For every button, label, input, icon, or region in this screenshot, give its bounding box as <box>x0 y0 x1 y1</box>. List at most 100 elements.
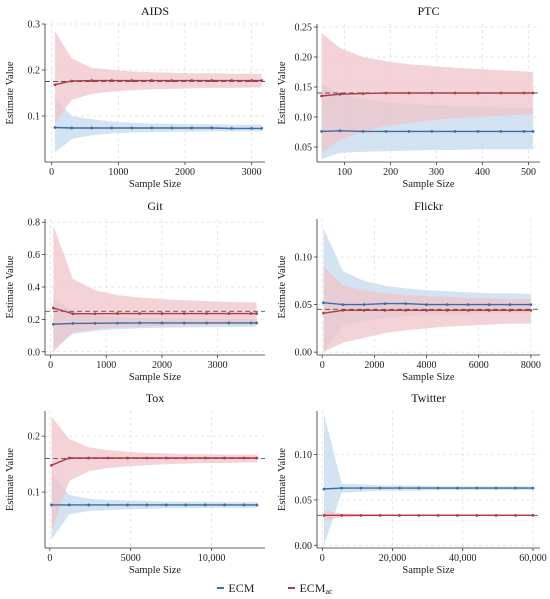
data-point-ecm-ac <box>145 456 149 460</box>
data-point-ecm <box>436 486 440 490</box>
data-point-ecm-ac <box>407 91 411 95</box>
data-point-ecm <box>338 129 342 133</box>
x-axis-label: Sample Size <box>129 179 182 190</box>
data-point-ecm-ac <box>170 79 174 82</box>
x-tick-label: 5000 <box>121 553 141 564</box>
x-tick-label: 3000 <box>208 360 228 371</box>
legend-label-ecm-ac-base: ECM <box>299 580 326 595</box>
data-point-ecm <box>71 322 75 325</box>
data-point-ecm <box>378 486 382 490</box>
data-point-ecm-ac <box>184 456 188 460</box>
legend-item-ecm: ECM <box>217 581 254 596</box>
x-tick-label: 0 <box>47 553 52 564</box>
data-point-ecm-ac <box>466 308 470 312</box>
data-point-ecm-ac <box>110 79 114 82</box>
data-point-ecm-ac <box>378 513 382 517</box>
data-point-ecm-ac <box>531 91 535 95</box>
data-point-ecm <box>227 321 231 325</box>
chart-aids: 0 1000 2000 3000 0.1 0.2 0.3 AIDS Sample Size Est… <box>5 4 265 190</box>
x-tick-label: 300 <box>429 167 444 178</box>
y-axis-label: Estimate Value <box>5 61 16 124</box>
data-point-ecm <box>475 486 479 490</box>
data-point-ecm-ac <box>341 308 345 312</box>
data-point-ecm <box>404 302 408 306</box>
data-point-ecm <box>508 303 512 306</box>
y-tick-label: 0.8 <box>28 218 41 229</box>
legend-label-ecm-ac-sub: ac <box>325 586 333 596</box>
chart-title: AIDS <box>141 4 169 18</box>
y-tick-label: 0.10 <box>295 253 313 264</box>
x-tick-label: 0 <box>48 360 53 371</box>
data-point-ecm <box>260 127 264 130</box>
data-point-ecm <box>425 303 428 306</box>
x-tick-label: 1000 <box>96 360 116 371</box>
chart-twitter: 0 20,000 40,000 60,000 0.00 0.05 0.10 Twitter Sa… <box>277 391 547 576</box>
y-tick-label: 0.4 <box>28 283 41 294</box>
legend: ECM ECMac <box>0 578 550 598</box>
data-point-ecm-ac <box>164 456 168 460</box>
data-point-ecm <box>531 486 535 490</box>
data-point-ecm <box>320 130 323 133</box>
data-point-ecm-ac <box>50 463 53 467</box>
legend-swatch-ecm-ac <box>288 587 296 589</box>
data-point-ecm <box>205 321 208 325</box>
data-point-ecm <box>110 126 114 130</box>
data-point-ecm <box>456 486 459 490</box>
data-point-ecm-ac <box>116 312 119 315</box>
x-axis-label: Sample Size <box>129 372 182 383</box>
data-point-ecm <box>170 126 174 130</box>
data-point-ecm-ac <box>425 308 428 312</box>
data-point-ecm <box>487 303 491 306</box>
legend-label-ecm-ac: ECMac <box>299 581 332 596</box>
band-ecm <box>51 472 257 540</box>
data-point-ecm <box>398 486 401 490</box>
data-point-ecm <box>446 303 449 306</box>
data-point-ecm <box>514 486 517 490</box>
data-point-ecm-ac <box>210 79 214 82</box>
data-point-ecm-ac <box>508 308 512 312</box>
data-point-ecm <box>417 486 421 490</box>
data-point-ecm-ac <box>362 308 366 312</box>
data-point-ecm-ac <box>494 513 498 517</box>
data-point-ecm <box>407 130 411 133</box>
chart-tox: 0 5000 10,000 0.1 0.2 Tox Sample Size Estimate … <box>5 391 265 576</box>
chart-flickr: 0 2000 4000 6000 8000 0.00 0.05 0.10 Flickr Sampl… <box>277 199 541 383</box>
data-point-ecm <box>531 130 535 133</box>
x-axis-label: Sample Size <box>402 179 455 190</box>
x-axis-label: Sample Size <box>402 372 455 383</box>
y-tick-label: 0.6 <box>28 250 41 261</box>
data-point-ecm <box>130 126 134 130</box>
y-tick-label: 0.1 <box>28 488 41 499</box>
data-point-ecm-ac <box>361 92 365 95</box>
y-tick-label: 0.10 <box>295 113 313 124</box>
data-point-ecm <box>150 126 154 130</box>
data-point-ecm-ac <box>476 91 480 95</box>
y-axis-label: Estimate Value <box>5 255 16 318</box>
data-point-ecm <box>164 503 168 507</box>
series-line-ecm <box>54 126 262 130</box>
data-point-ecm <box>499 130 503 133</box>
data-point-ecm <box>466 303 470 306</box>
band-ecm-ac <box>51 416 257 532</box>
x-tick-label: 4000 <box>417 360 437 371</box>
data-point-ecm-ac <box>340 513 343 517</box>
data-point-ecm <box>184 503 188 507</box>
data-point-ecm-ac <box>475 513 479 517</box>
x-tick-label: 2000 <box>364 360 384 371</box>
data-point-ecm <box>322 487 326 491</box>
y-tick-label: 0.00 <box>295 541 313 552</box>
x-tick-label: 40,000 <box>449 553 477 564</box>
data-point-ecm <box>203 503 207 507</box>
y-axis-label: Estimate Value <box>277 255 288 318</box>
data-point-ecm <box>255 503 259 507</box>
data-point-ecm <box>230 127 234 130</box>
data-point-ecm <box>126 503 129 507</box>
data-point-ecm-ac <box>250 79 254 82</box>
x-tick-label: 3000 <box>242 167 262 178</box>
y-tick-label: 0.20 <box>295 53 313 64</box>
y-tick-label: 0.2 <box>28 66 41 77</box>
data-point-ecm <box>250 127 254 130</box>
y-tick-label: 0.05 <box>295 495 313 506</box>
x-tick-label: 0 <box>320 360 325 371</box>
chart-title: Git <box>147 199 163 213</box>
